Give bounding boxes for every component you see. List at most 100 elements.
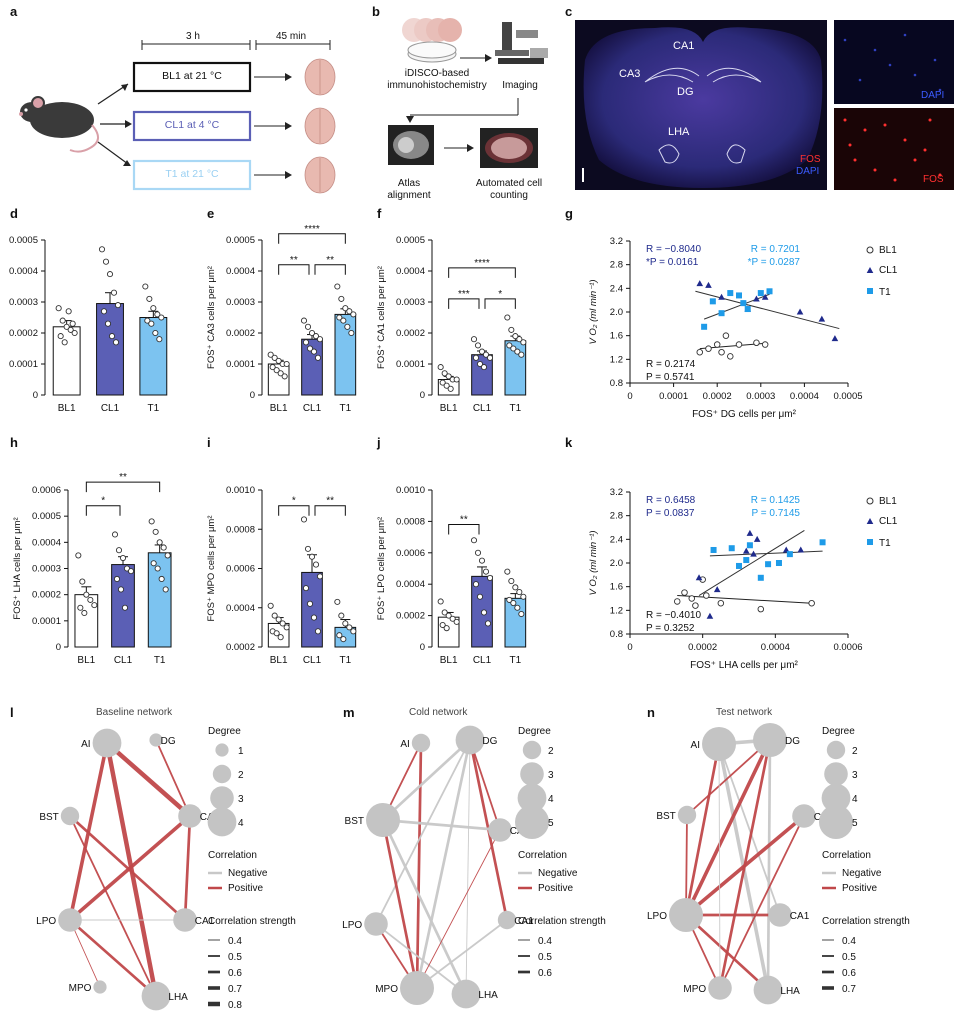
- edge-ca3-ca1: [183, 814, 192, 922]
- data-point: [164, 552, 171, 559]
- degree-legend-node: [212, 764, 232, 784]
- degree-legend-node: [819, 805, 853, 839]
- edge-lpo-lha: [375, 923, 467, 995]
- x-tick-label: 0.0004: [790, 391, 819, 402]
- data-point: [516, 336, 523, 343]
- y-tick-label: 0.0002: [396, 611, 425, 622]
- degree-legend-node: [515, 805, 549, 839]
- node-ca3: [792, 804, 816, 828]
- data-point: [508, 578, 515, 585]
- data-point: [437, 598, 444, 605]
- strength-legend-label: 0.7: [842, 984, 856, 995]
- point-bl1: [722, 332, 730, 339]
- panel-label-m: m: [343, 705, 355, 720]
- data-point: [79, 578, 86, 585]
- data-point: [338, 612, 345, 619]
- data-point: [441, 609, 448, 616]
- degree-legend-node: [520, 762, 544, 786]
- data-point: [142, 283, 149, 290]
- data-point: [302, 585, 310, 592]
- fit-line-t1: [703, 293, 770, 320]
- bar-chart-h: h 0 0.0001 0.0002 0.0003 0.0004 0.0005 0.0006 FO…: [10, 435, 172, 666]
- degree-legend-label: 3: [238, 794, 244, 805]
- node-ca3: [488, 818, 512, 842]
- point-t1: [701, 323, 708, 330]
- data-point: [449, 615, 456, 622]
- degree-legend-node: [215, 743, 229, 757]
- strength-legend-label: 0.6: [228, 968, 242, 979]
- data-point: [447, 385, 454, 392]
- significance-bracket: [314, 505, 346, 516]
- node-label: DG: [482, 736, 497, 747]
- x-tick-label: BL1: [440, 403, 458, 414]
- significance-bracket: [278, 505, 310, 516]
- y-tick-label: 0.0003: [226, 297, 255, 308]
- region-ca3: CA3: [619, 68, 641, 80]
- region-dg: DG: [677, 86, 694, 98]
- data-point: [482, 568, 490, 575]
- network-title: Baseline network: [96, 707, 173, 718]
- correlation-legend-title: Correlation: [518, 850, 567, 861]
- panel-label-c: c: [565, 4, 573, 19]
- node-label: MPO: [69, 983, 92, 994]
- y-tick-label: 0.0005: [226, 235, 255, 246]
- node-label: MPO: [375, 984, 398, 995]
- edge-dg-lpo: [375, 739, 471, 925]
- point-bl1: [713, 341, 721, 348]
- scatter-chart-k: k 0.8 1.2 1.6 2.0 2.4 2.8 3.2 0 0.0002 0.0004 0.000…: [565, 435, 898, 671]
- data-point: [314, 354, 322, 361]
- data-point: [472, 354, 480, 361]
- edge-dg-bst: [381, 738, 472, 822]
- point-cl1: [796, 308, 804, 315]
- data-point: [441, 370, 448, 377]
- strength-legend-label: 0.6: [842, 968, 856, 979]
- node-label: DG: [785, 736, 800, 747]
- node-ai: [92, 728, 122, 758]
- y-tick-label: 3.2: [610, 487, 623, 498]
- data-point: [150, 305, 157, 312]
- degree-legend-node: [517, 783, 547, 813]
- edge-dg-mpo: [415, 738, 472, 990]
- data-point: [306, 600, 314, 607]
- y-axis-label: FOS⁺ LPO cells per μm²: [376, 517, 387, 620]
- data-point: [308, 553, 316, 560]
- x-tick-label: 0: [627, 391, 632, 402]
- y-tick-label: 0.0004: [9, 266, 38, 277]
- legend-positive: Positive: [538, 883, 573, 894]
- data-point: [273, 630, 280, 637]
- panel-label-j: j: [376, 435, 381, 450]
- x-tick-label: 0.0002: [688, 642, 717, 653]
- node-dg: [455, 725, 485, 755]
- legend-negative: Negative: [538, 868, 578, 879]
- data-point: [510, 345, 517, 352]
- legend-t1: T1: [879, 538, 891, 549]
- y-tick-label: 0: [420, 642, 425, 653]
- stat-cl1-r: R = −0.8040: [646, 244, 701, 255]
- data-point: [336, 632, 343, 639]
- fit-line-cl1: [698, 530, 805, 596]
- degree-legend-label: 3: [548, 770, 554, 781]
- data-point: [470, 537, 478, 544]
- point-bl1: [753, 339, 760, 347]
- significance-label: *: [292, 496, 296, 507]
- data-point: [112, 339, 120, 346]
- stat-cl1-p: *P = 0.0161: [646, 257, 699, 268]
- panel-label-b: b: [372, 4, 380, 19]
- strength-legend-title: Correlation strength: [518, 916, 606, 927]
- point-bl1: [735, 341, 743, 348]
- data-point: [115, 547, 123, 554]
- point-t1: [736, 292, 742, 299]
- legend-t1: T1: [879, 287, 891, 298]
- data-point: [344, 323, 351, 330]
- fos-dots: [843, 118, 942, 182]
- panel-label-g: g: [565, 206, 573, 221]
- node-label: LHA: [780, 986, 800, 997]
- point-cl1: [818, 315, 826, 322]
- data-point: [65, 308, 72, 315]
- point-bl1: [681, 589, 688, 596]
- data-point: [342, 620, 349, 627]
- step-idisco: iDISCO-based immunohistochemistry: [387, 68, 487, 91]
- point-cl1: [750, 550, 757, 557]
